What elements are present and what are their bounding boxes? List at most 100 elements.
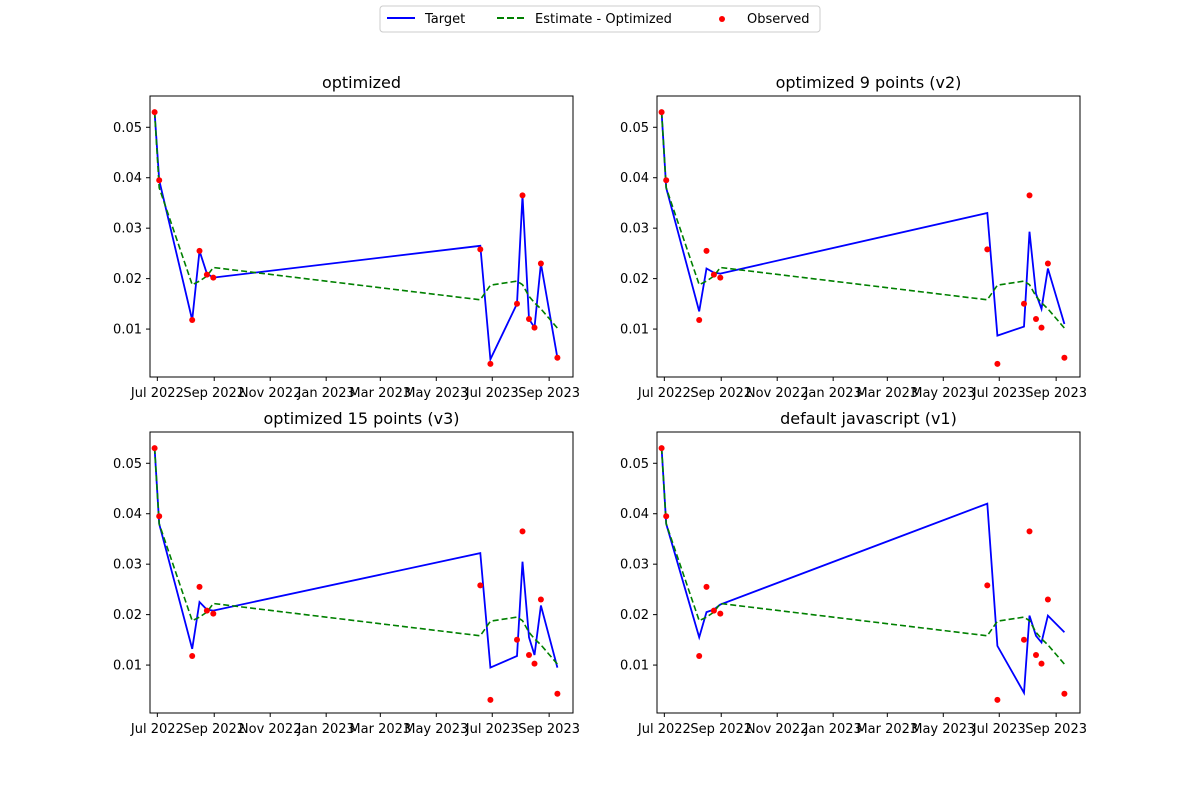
- observed-point: [1021, 301, 1027, 307]
- observed-point: [659, 445, 665, 451]
- y-tick-label: 0.01: [620, 659, 649, 674]
- observed-point: [204, 272, 210, 278]
- observed-point: [1021, 637, 1027, 643]
- observed-point: [1039, 325, 1045, 331]
- x-tick-label: May 2023: [404, 386, 468, 401]
- legend-marker-observed: [719, 16, 725, 22]
- x-tick-label: Jan 2023: [804, 386, 862, 401]
- observed-point: [1039, 661, 1045, 667]
- observed-point: [487, 697, 493, 703]
- estimate-line: [662, 448, 1065, 664]
- target-line: [662, 448, 1065, 693]
- observed-point: [189, 653, 195, 659]
- observed-point: [538, 261, 544, 267]
- x-tick-label: Nov 2022: [239, 386, 302, 401]
- observed-point: [538, 597, 544, 603]
- x-tick-label: Mar 2023: [856, 722, 918, 737]
- subplot-2: optimized 9 points (v2) 0.010.020.030.04…: [620, 73, 1087, 401]
- y-tick-label: 0.03: [113, 222, 142, 237]
- y-tick-label: 0.04: [620, 171, 649, 186]
- observed-point: [514, 301, 520, 307]
- legend-label-estimate: Estimate - Optimized: [535, 12, 672, 27]
- estimate-line: [155, 112, 558, 328]
- x-tick-label: Sep 2023: [1025, 386, 1087, 401]
- y-tick-label: 0.04: [113, 171, 142, 186]
- x-tick-label: Jul 2022: [637, 386, 691, 401]
- x-tick-label: Jul 2023: [972, 386, 1026, 401]
- x-tick-label: Jul 2023: [465, 386, 519, 401]
- x-tick-label: Sep 2022: [690, 722, 752, 737]
- observed-point: [1033, 652, 1039, 658]
- y-tick-label: 0.02: [620, 608, 649, 623]
- observed-point: [994, 697, 1000, 703]
- observed-point: [210, 611, 216, 617]
- y-tick-label: 0.05: [113, 457, 142, 472]
- axes-frame: [150, 432, 573, 713]
- observed-point: [704, 584, 710, 590]
- subplot-title: default javascript (v1): [780, 409, 957, 428]
- observed-point: [1061, 355, 1067, 361]
- observed-point: [1027, 192, 1033, 198]
- x-tick-label: Mar 2023: [349, 386, 411, 401]
- x-tick-label: Jan 2023: [804, 722, 862, 737]
- observed-point: [663, 513, 669, 519]
- legend-label-observed: Observed: [747, 12, 810, 27]
- observed-point: [717, 275, 723, 281]
- x-tick-label: Sep 2023: [518, 386, 580, 401]
- observed-point: [696, 317, 702, 323]
- y-tick-label: 0.03: [620, 222, 649, 237]
- observed-point: [984, 582, 990, 588]
- observed-point: [696, 653, 702, 659]
- subplot-title: optimized 15 points (v3): [264, 409, 460, 428]
- axes-frame: [657, 96, 1080, 377]
- x-tick-label: Sep 2022: [183, 722, 245, 737]
- observed-point: [994, 361, 1000, 367]
- observed-point: [984, 246, 990, 252]
- x-tick-label: Jul 2022: [130, 722, 184, 737]
- observed-point: [210, 275, 216, 281]
- target-line: [155, 448, 558, 667]
- observed-point: [152, 445, 158, 451]
- observed-point: [1061, 691, 1067, 697]
- observed-point: [197, 248, 203, 254]
- y-tick-label: 0.04: [620, 507, 649, 522]
- observed-point: [554, 691, 560, 697]
- x-tick-label: Nov 2022: [746, 722, 809, 737]
- estimate-line: [662, 112, 1065, 328]
- x-tick-label: May 2023: [404, 722, 468, 737]
- observed-point: [526, 652, 532, 658]
- observed-point: [717, 611, 723, 617]
- y-tick-label: 0.02: [113, 272, 142, 287]
- y-tick-label: 0.02: [113, 608, 142, 623]
- x-tick-label: May 2023: [911, 386, 975, 401]
- y-tick-label: 0.05: [620, 457, 649, 472]
- x-tick-label: Jan 2023: [297, 722, 355, 737]
- x-tick-label: May 2023: [911, 722, 975, 737]
- observed-point: [477, 246, 483, 252]
- observed-point: [156, 177, 162, 183]
- subplot-4: default javascript (v1) 0.01 0.02 0.03 0.04…: [620, 409, 1087, 737]
- observed-point: [520, 528, 526, 534]
- observed-point: [1027, 528, 1033, 534]
- observed-point: [659, 109, 665, 115]
- observed-point: [514, 637, 520, 643]
- x-tick-label: Jan 2023: [297, 386, 355, 401]
- y-tick-label: 0.05: [113, 121, 142, 136]
- x-tick-label: Sep 2023: [1025, 722, 1087, 737]
- target-line: [155, 112, 558, 359]
- observed-point: [663, 177, 669, 183]
- observed-point: [532, 661, 538, 667]
- subplot-3: optimized 15 points (v3) 0.01 0.02 0.03 0.0…: [113, 409, 580, 737]
- y-tick-label: 0.01: [113, 659, 142, 674]
- observed-point: [520, 192, 526, 198]
- axes-frame: [657, 432, 1080, 713]
- observed-point: [477, 582, 483, 588]
- x-tick-label: Jul 2023: [465, 722, 519, 737]
- subplot-title: optimized: [322, 73, 401, 92]
- y-tick-label: 0.03: [620, 558, 649, 573]
- observed-point: [152, 109, 158, 115]
- observed-point: [554, 355, 560, 361]
- observed-point: [711, 272, 717, 278]
